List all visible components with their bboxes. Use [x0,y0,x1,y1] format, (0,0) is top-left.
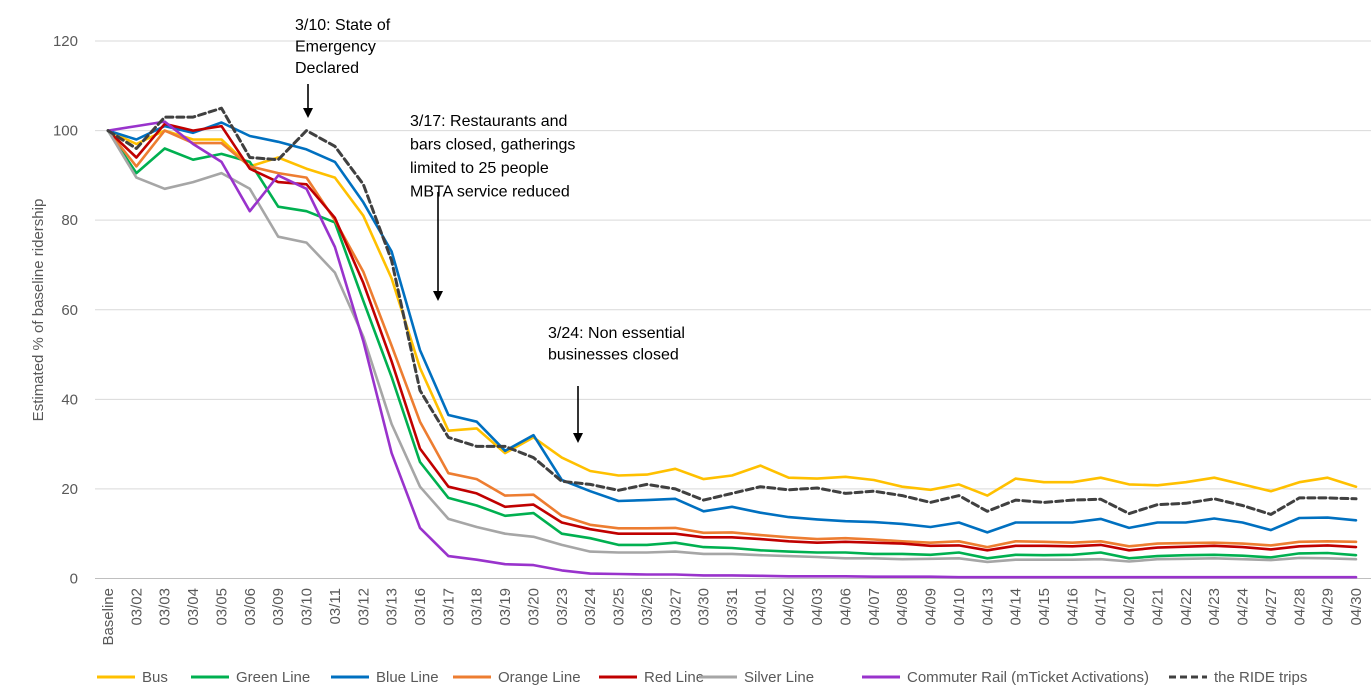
x-tick-label: 03/11 [327,588,344,624]
x-tick-label: 04/16 [1064,588,1081,626]
x-tick-label: 03/31 [724,588,741,626]
series-line-the-ride-trips [106,106,1358,516]
x-tick-label: 03/12 [355,588,372,626]
x-tick-label: 04/27 [1263,588,1280,626]
x-tick-label: 04/06 [837,588,854,626]
series-lines [106,106,1358,579]
x-tick-label: 04/10 [951,588,968,626]
legend-label: Red Line [644,669,704,686]
legend: Bus Green Line Blue Line Orange Line Red Lin… [97,669,1307,686]
y-tick-label: 120 [53,33,78,50]
annotation-text: MBTA service reduced [410,184,570,201]
y-tick-label: 40 [61,391,78,408]
annotation-text: 3/10: State of [295,17,391,34]
x-tick-label: 03/02 [128,588,145,626]
x-tick-label: 04/13 [979,588,996,626]
x-tick-label: 03/04 [185,588,202,626]
series-line-orange-line [106,129,1358,549]
x-tick-label: 04/28 [1291,588,1308,626]
x-tick-label: 03/10 [299,588,316,626]
x-tick-label: 04/14 [1008,588,1025,626]
x-tick-label: 03/25 [611,588,628,626]
x-tick-label: 03/19 [497,588,514,626]
legend-label: Blue Line [376,669,439,686]
x-tick-label: 03/17 [440,588,457,626]
annotation-text: limited to 25 people [410,160,549,177]
y-tick-label: 60 [61,302,78,319]
x-tick-label: 03/03 [157,588,174,626]
x-tick-label: 03/05 [213,588,230,626]
y-axis-label: Estimated % of baseline ridership [30,199,47,422]
series-line-silver-line [106,129,1358,564]
x-tick-label: 03/16 [412,588,429,626]
annotation-text: 3/24: Non essential [548,325,685,342]
y-tick-label: 100 [53,123,78,140]
x-tick-label: 04/15 [1036,588,1053,626]
x-tick-label: 04/02 [781,588,798,626]
y-tick-label: 0 [70,571,78,588]
x-tick-label: 04/07 [866,588,883,626]
annotation-text: 3/17: Restaurants and [410,113,567,130]
x-tick-label: 03/23 [554,588,571,626]
series-line-green-line [106,129,1358,560]
y-tick-label: 20 [61,481,78,498]
x-tick-label: 04/22 [1178,588,1195,626]
x-tick-label: 04/20 [1121,588,1138,626]
x-tick-label: 04/30 [1348,588,1365,626]
x-tick-label: 03/06 [242,588,259,626]
x-tick-label: 03/13 [384,588,401,626]
x-tick-label: 04/09 [923,588,940,626]
legend-label: the RIDE trips [1214,669,1307,686]
series-line-blue-line [106,121,1358,534]
y-tick-label: 80 [61,212,78,229]
x-tick-label: 04/08 [894,588,911,626]
x-tick-label: 03/20 [525,588,542,626]
x-tick-label: 04/24 [1235,588,1252,626]
axes: 0 20 40 60 80 100 120 Baseline 03/02 03/03 03/04 03… [30,33,1371,646]
x-tick-label: 04/23 [1206,588,1223,626]
legend-label: Commuter Rail (mTicket Activations) [907,669,1149,686]
x-tick-label: 03/24 [582,588,599,626]
annotation-text: Declared [295,60,359,77]
x-tick-label: 04/17 [1093,588,1110,626]
x-tick-label: 03/27 [667,588,684,626]
x-tick-label: 04/29 [1320,588,1337,626]
legend-label: Green Line [236,669,310,686]
annotation-text: Emergency [295,39,376,56]
legend-label: Bus [142,669,168,686]
gridlines [95,40,1371,490]
x-tick-label: 03/30 [696,588,713,626]
x-tick-label: 04/01 [752,588,769,626]
legend-label: Orange Line [498,669,581,686]
x-tick-label: 04/03 [809,588,826,626]
x-tick-label: 04/21 [1149,588,1166,626]
series-line-bus [106,129,1358,497]
x-tick-label: Baseline [100,588,117,646]
x-tick-label: 03/09 [270,588,287,626]
series-line-commuter-rail-mticket-activations [106,120,1358,579]
annotations: 3/10: State of Emergency Declared 3/17: Res… [295,17,685,443]
x-tick-label: 03/18 [469,588,486,626]
annotation-text: businesses closed [548,347,679,364]
annotation-text: bars closed, gatherings [410,137,575,154]
series-line-red-line [106,122,1358,552]
legend-label: Silver Line [744,669,814,686]
x-tick-label: 03/26 [639,588,656,626]
